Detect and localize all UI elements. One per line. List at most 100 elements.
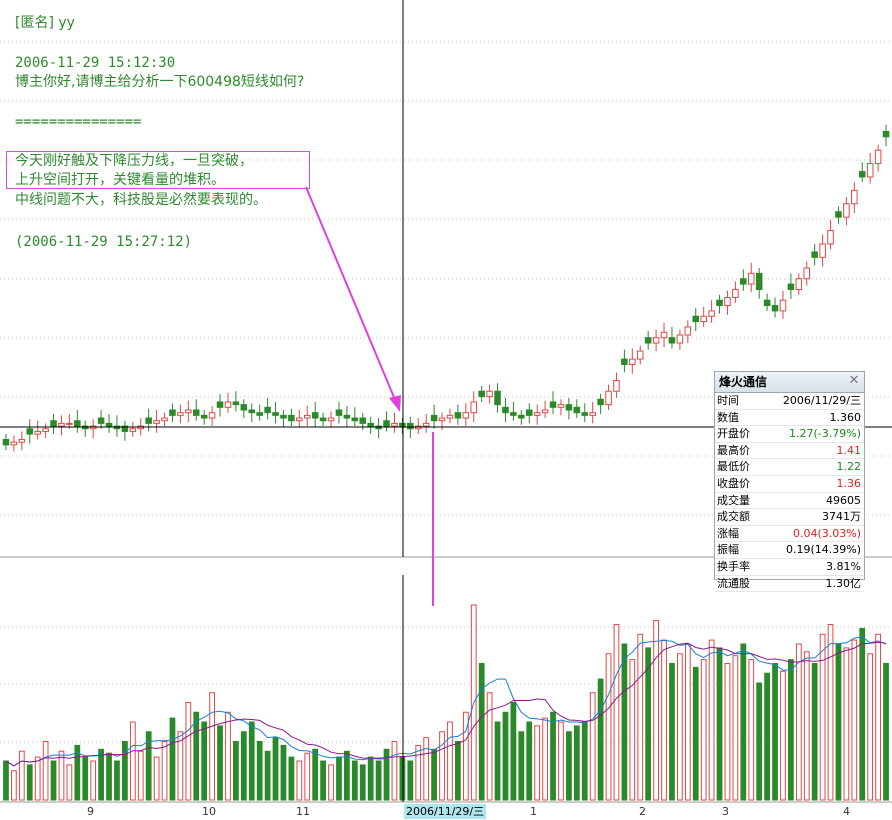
volume-bar <box>455 741 461 801</box>
candle-body <box>280 414 287 419</box>
candle-body <box>121 425 129 432</box>
volume-bar <box>288 756 295 801</box>
volume-bar <box>58 750 65 801</box>
volume-bar <box>700 659 707 801</box>
comment-separator: =============== <box>15 114 142 130</box>
volume-ma-lines <box>5 636 887 767</box>
volume-bar <box>304 752 311 801</box>
volume-bar <box>50 760 57 801</box>
volume-bar <box>18 750 25 801</box>
volume-bar <box>328 764 334 801</box>
candle-body <box>177 412 184 416</box>
info-panel[interactable]: 烽火通信 ✕ 时间 2006/11/29/三 数值 1.360 开盘价 1.27(-3.7… <box>714 371 865 593</box>
candle-body <box>462 412 470 419</box>
volume-bar <box>217 725 223 801</box>
candle-body <box>827 230 834 245</box>
info-value: 3.81% <box>826 559 861 573</box>
info-label: 涨幅 <box>717 526 739 540</box>
info-value: 49605 <box>826 493 861 507</box>
candle-body <box>771 305 779 312</box>
volume-bar <box>240 731 247 801</box>
candle-body <box>438 417 446 422</box>
volume-bar <box>312 748 319 801</box>
volume-bar <box>621 643 628 801</box>
volume-bar <box>3 760 9 801</box>
candle-body <box>882 130 890 138</box>
candle-body <box>153 420 160 424</box>
volume-bar <box>320 760 326 801</box>
candle-body <box>185 409 192 414</box>
volume-bar <box>114 760 120 801</box>
volume-bar <box>589 692 596 801</box>
volume-bar <box>26 764 33 801</box>
info-row: 数值 1.360 <box>715 410 864 427</box>
candle-body <box>581 412 589 416</box>
info-row: 成交额 3741万 <box>715 509 864 526</box>
volume-bar <box>875 633 881 801</box>
info-rows: 时间 2006/11/29/三 数值 1.360 开盘价 1.27(-3.79%) 最高价 1… <box>715 393 864 593</box>
volume-bar <box>835 643 842 801</box>
volume-bar <box>447 721 453 801</box>
info-row: 成交量 49605 <box>715 493 864 510</box>
volume-bar <box>106 752 112 801</box>
volume-bar <box>811 663 818 801</box>
candle-body <box>192 409 200 416</box>
candle-body <box>494 390 501 406</box>
volume-bar <box>153 756 160 801</box>
volume-bar <box>256 741 263 801</box>
volume-bar <box>661 639 667 801</box>
candle-body <box>74 420 81 427</box>
volume-bar <box>716 647 723 801</box>
volume-bar <box>169 717 176 801</box>
info-panel-title[interactable]: 烽火通信 ✕ <box>715 372 864 393</box>
candle-body <box>391 422 398 427</box>
candle-body <box>874 149 882 165</box>
arrow-head-icon <box>389 395 401 412</box>
candle-body <box>248 409 256 414</box>
volume-bar <box>502 711 509 801</box>
info-value: 1.41 <box>836 443 862 457</box>
candle-body <box>216 401 224 408</box>
info-value: 1.36 <box>836 476 862 490</box>
info-value: 1.22 <box>836 460 862 474</box>
candlestick-series <box>2 124 890 452</box>
comment-question: 博主你好,请博主给分析一下600498短线如何? <box>15 74 305 90</box>
volume-bar <box>66 764 73 801</box>
volume-bar <box>129 721 136 801</box>
volume-bar <box>177 731 184 801</box>
volume-bar <box>510 702 517 801</box>
volume-bar <box>558 721 564 801</box>
candle-body <box>787 283 795 290</box>
cursor-date-label: 2006/11/29/三 <box>404 804 487 819</box>
x-tick-label: 4 <box>843 805 850 818</box>
candle-body <box>652 337 660 344</box>
candle-body <box>2 438 10 446</box>
candle-body <box>232 401 240 406</box>
x-tick-label: 3 <box>722 805 729 818</box>
close-icon[interactable]: ✕ <box>848 373 860 388</box>
volume-bar <box>819 633 826 801</box>
volume-bar <box>367 756 374 801</box>
volume-bar <box>851 639 858 801</box>
candle-body <box>319 417 327 422</box>
volume-bar <box>605 653 612 801</box>
volume-bar <box>534 725 541 801</box>
candle-body <box>763 299 771 307</box>
candle-body <box>518 414 525 419</box>
volume-bar <box>478 663 485 801</box>
volume-bar <box>90 760 97 801</box>
info-label: 收盘价 <box>717 476 750 490</box>
candle-body <box>66 422 73 425</box>
volume-bar <box>518 731 525 801</box>
info-row: 换手率 3.81% <box>715 559 864 576</box>
candle-body <box>486 390 493 398</box>
candle-body <box>597 398 604 406</box>
volume-bar <box>201 721 208 801</box>
candle-body <box>660 331 668 339</box>
candle-body <box>224 401 232 408</box>
candle-body <box>747 272 755 285</box>
candle-body <box>240 404 248 411</box>
comment-answer-line1: 今天刚好触及下降压力线，一旦突破， <box>15 153 253 169</box>
candle-body <box>724 297 731 307</box>
